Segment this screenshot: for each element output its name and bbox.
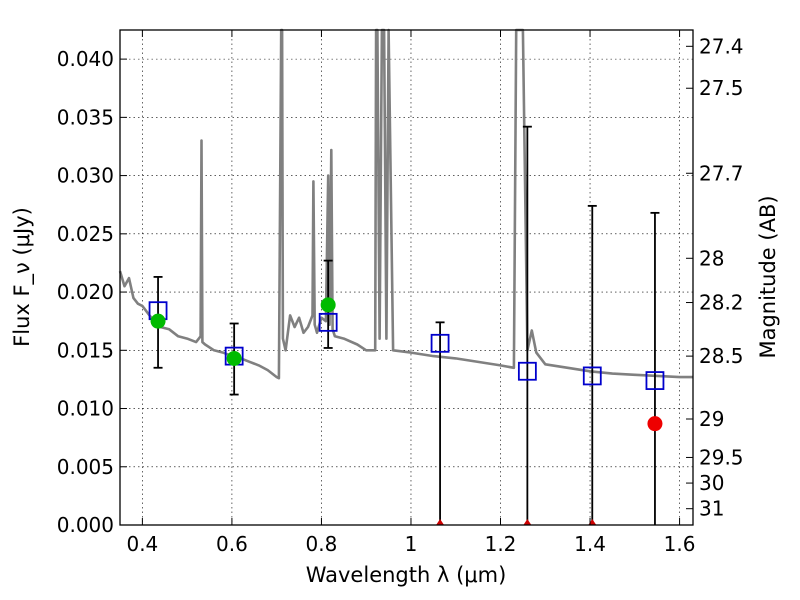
- magnitude-tick-label: 28.2: [699, 291, 744, 315]
- x-tick-label: 1.2: [485, 532, 517, 556]
- x-axis-label: Wavelength λ (μm): [306, 563, 507, 587]
- x-tick-label: 0.6: [216, 532, 248, 556]
- upper-limit-marker: [523, 519, 532, 525]
- x-tick-label: 1: [405, 532, 418, 556]
- magnitude-tick-label: 31: [699, 497, 724, 521]
- x-tick-label: 0.4: [126, 532, 158, 556]
- grid: [120, 30, 693, 526]
- model-square-marker: [318, 312, 338, 332]
- observed-dot-marker: [647, 416, 663, 432]
- upper-limit-marker: [436, 519, 445, 525]
- y-tick-label: 0.035: [57, 105, 114, 129]
- y-tick-label: 0.020: [57, 280, 114, 304]
- spectrum-line: [118, 28, 693, 380]
- magnitude-tick-label: 27.7: [699, 161, 744, 185]
- magnitude-tick-label: 27.5: [699, 76, 744, 100]
- y-tick-label: 0.025: [57, 222, 114, 246]
- y-tick-label: 0.040: [57, 47, 114, 71]
- observed-dot-marker: [226, 350, 242, 366]
- y-tick-label: 0.015: [57, 338, 114, 362]
- magnitude-tick-label: 30: [699, 471, 724, 495]
- model-square-marker: [645, 371, 665, 390]
- magnitude-tick-label: 29.5: [699, 445, 744, 469]
- y-tick-label: 0.030: [57, 164, 114, 188]
- x-tick-label: 0.8: [306, 532, 338, 556]
- y-tick-label: 0.005: [57, 455, 114, 479]
- model-square-marker: [430, 333, 450, 353]
- observed-dot-marker: [150, 313, 166, 329]
- plot-data: [118, 28, 693, 525]
- model-square-marker: [517, 361, 537, 381]
- magnitude-tick-label: 28.5: [699, 344, 744, 368]
- model-square-marker: [582, 366, 602, 386]
- right-axis-label: Magnitude (AB): [756, 195, 780, 358]
- upper-limit-marker: [588, 519, 597, 525]
- x-tick-label: 1.4: [574, 532, 606, 556]
- axis-ticks: 0.4 0.6 0.8 1 1.2 1.4 1.6 0.000 0.005 0.010 0.015 0…: [57, 30, 744, 556]
- observed-dot-marker: [320, 297, 336, 313]
- magnitude-tick-label: 28: [699, 246, 724, 270]
- y-tick-label: 0.000: [57, 513, 114, 537]
- magnitude-tick-label: 27.4: [699, 34, 744, 58]
- y-axis-label: Flux F_ν (μJy): [10, 207, 35, 347]
- magnitude-tick-label: 29: [699, 407, 724, 431]
- y-tick-label: 0.010: [57, 397, 114, 421]
- plot-frame: [119, 29, 694, 526]
- x-tick-label: 1.6: [664, 532, 696, 556]
